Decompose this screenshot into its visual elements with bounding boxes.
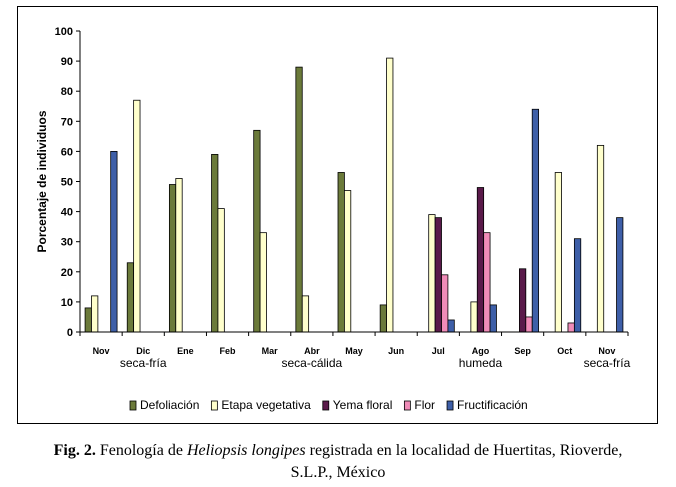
bar xyxy=(343,190,352,333)
bar xyxy=(519,268,527,333)
season-label: seca-fría xyxy=(584,356,631,370)
x-tick-label: Oct xyxy=(557,346,572,356)
legend-swatch xyxy=(446,400,454,411)
x-tick-label: Feb xyxy=(220,346,237,356)
legend-label: Etapa vegetativa xyxy=(221,398,311,412)
y-tick-label: 80 xyxy=(61,86,73,98)
season-label: seca-cálida xyxy=(281,356,342,370)
legend-swatch xyxy=(322,400,330,411)
legend-label: Defoliación xyxy=(140,398,199,412)
bar xyxy=(110,150,118,333)
bar xyxy=(259,232,267,333)
y-tick-label: 10 xyxy=(61,297,73,309)
caption-text-before: Fenología de xyxy=(95,442,187,459)
x-tick-label: Ene xyxy=(177,346,194,356)
bar xyxy=(554,172,562,333)
bar xyxy=(525,316,533,333)
x-tick-label: May xyxy=(345,346,363,356)
x-tick-label: Jun xyxy=(388,346,404,356)
y-tick-label: 20 xyxy=(61,267,73,279)
x-axis: Nov Dic Ene Feb Mar Abr May Jun Jul Ago Sep Oct Novs… xyxy=(79,331,631,370)
season-label: seca-fría xyxy=(120,356,167,370)
bar xyxy=(596,144,605,333)
bar xyxy=(386,57,394,333)
x-tick-label: Sep xyxy=(514,346,531,356)
bar xyxy=(616,217,624,333)
x-tick-label: Nov xyxy=(598,346,615,356)
figure-frame xyxy=(17,6,658,424)
bar xyxy=(483,232,491,333)
y-axis-label: Porcentaje de individuos xyxy=(35,110,49,252)
caption-species: Heliopsis longipes xyxy=(186,442,306,459)
bar xyxy=(217,208,225,333)
legend: Defoliación Etapa vegetativa Yema floral Fl… xyxy=(129,398,528,412)
y-axis: 0 10 20 30 40 50 60 70 80 90 100 xyxy=(55,26,81,339)
figure-caption: Fig. 2. Fenología de Heliopsis longipes … xyxy=(0,440,676,484)
bar xyxy=(573,238,582,333)
bar xyxy=(447,319,455,333)
bar xyxy=(168,184,177,333)
x-tick-label: Ago xyxy=(472,346,490,356)
x-tick-label: Nov xyxy=(93,346,110,356)
bar xyxy=(301,295,310,333)
legend-swatch xyxy=(210,400,218,411)
bar xyxy=(211,154,219,333)
bar xyxy=(441,274,449,333)
y-tick-label: 40 xyxy=(61,207,73,219)
y-tick-label: 100 xyxy=(55,26,73,38)
bar xyxy=(434,217,442,333)
bar xyxy=(470,301,478,333)
season-label: humeda xyxy=(459,356,503,370)
legend-label: Yema floral xyxy=(333,398,393,412)
caption-text-after: registrada en la localidad de Huertitas,… xyxy=(305,442,623,459)
legend-label: Flor xyxy=(414,398,435,412)
y-tick-label: 30 xyxy=(61,237,73,249)
y-tick-label: 50 xyxy=(61,177,73,189)
bar xyxy=(295,66,303,333)
bar xyxy=(476,187,485,333)
legend-swatch xyxy=(129,400,137,411)
bar xyxy=(337,172,345,333)
bar xyxy=(84,307,92,333)
bar xyxy=(91,295,99,333)
bar xyxy=(428,214,436,333)
y-tick-label: 70 xyxy=(61,116,73,128)
caption-line2: S.L.P., México xyxy=(290,464,386,481)
bar xyxy=(489,304,497,333)
y-tick-label: 60 xyxy=(61,146,73,158)
caption-label: Fig. 2. xyxy=(53,442,96,459)
bar xyxy=(567,322,575,333)
bar xyxy=(133,99,141,333)
bars xyxy=(84,57,624,333)
legend-label: Fructificación xyxy=(457,398,528,412)
x-tick-label: Dic xyxy=(136,346,150,356)
x-tick-label: Abr xyxy=(304,346,320,356)
bar xyxy=(175,178,183,333)
bar xyxy=(126,262,135,333)
bar xyxy=(253,129,261,333)
y-tick-label: 0 xyxy=(67,327,73,339)
legend-swatch xyxy=(403,400,411,411)
x-tick-label: Mar xyxy=(262,346,279,356)
x-tick-label: Jul xyxy=(432,346,445,356)
bar xyxy=(379,304,387,333)
bar xyxy=(531,108,540,333)
y-tick-label: 90 xyxy=(61,56,73,68)
